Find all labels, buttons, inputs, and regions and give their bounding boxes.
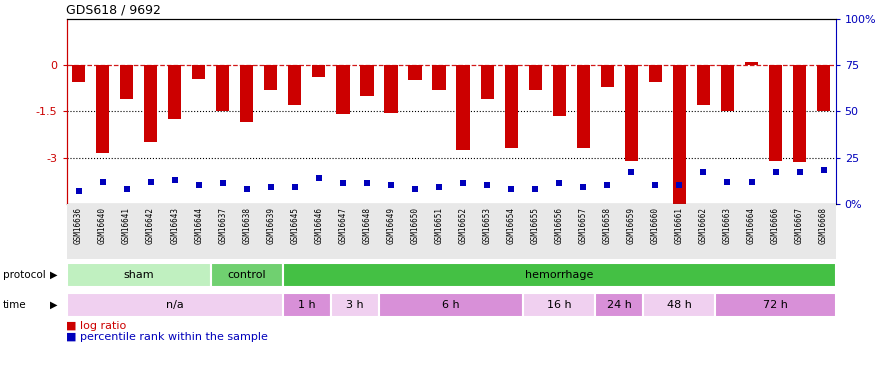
Text: GSM16664: GSM16664 <box>747 207 756 243</box>
Bar <box>625 65 638 160</box>
Text: GSM16663: GSM16663 <box>723 207 732 243</box>
Text: 3 h: 3 h <box>346 300 364 310</box>
Bar <box>336 65 349 114</box>
Text: sham: sham <box>123 270 154 280</box>
Bar <box>432 65 445 90</box>
Text: control: control <box>228 270 266 280</box>
Text: GSM16642: GSM16642 <box>146 207 155 243</box>
Bar <box>793 65 806 162</box>
Text: GSM16662: GSM16662 <box>699 207 708 243</box>
Bar <box>480 65 494 99</box>
Bar <box>817 65 830 111</box>
Bar <box>769 65 782 160</box>
Bar <box>648 65 662 82</box>
Bar <box>168 65 181 119</box>
Text: GSM16660: GSM16660 <box>651 207 660 243</box>
Text: GSM16639: GSM16639 <box>266 207 276 243</box>
Bar <box>288 65 302 105</box>
Text: GSM16667: GSM16667 <box>795 207 804 243</box>
Bar <box>96 65 109 153</box>
Text: GSM16649: GSM16649 <box>387 207 396 243</box>
Bar <box>577 65 590 148</box>
Bar <box>66 263 211 287</box>
Text: 16 h: 16 h <box>547 300 571 310</box>
Text: GSM16640: GSM16640 <box>98 207 107 243</box>
Bar <box>600 65 614 87</box>
Bar <box>384 65 397 113</box>
Text: GSM16661: GSM16661 <box>675 207 684 243</box>
Bar <box>553 65 566 116</box>
Text: 6 h: 6 h <box>442 300 460 310</box>
Text: GSM16650: GSM16650 <box>410 207 419 243</box>
Bar <box>72 65 85 82</box>
Bar <box>66 293 283 317</box>
Text: GSM16641: GSM16641 <box>123 207 131 243</box>
Bar <box>716 293 836 317</box>
Text: GSM16653: GSM16653 <box>483 207 492 243</box>
Text: hemorrhage: hemorrhage <box>525 270 593 280</box>
Text: GSM16657: GSM16657 <box>578 207 588 243</box>
Bar <box>505 65 518 148</box>
Bar <box>283 293 331 317</box>
Text: ▶: ▶ <box>50 300 58 310</box>
Bar <box>745 62 758 65</box>
Bar <box>643 293 716 317</box>
Bar <box>721 65 734 111</box>
Bar <box>331 293 379 317</box>
Text: GSM16651: GSM16651 <box>435 207 444 243</box>
Text: GSM16645: GSM16645 <box>290 207 299 243</box>
Text: GSM16652: GSM16652 <box>458 207 467 243</box>
Text: time: time <box>3 300 26 310</box>
Text: GSM16643: GSM16643 <box>170 207 179 243</box>
Bar <box>192 65 206 79</box>
Text: GSM16637: GSM16637 <box>218 207 228 243</box>
Text: GSM16646: GSM16646 <box>314 207 324 243</box>
Bar <box>283 263 836 287</box>
Text: GSM16636: GSM16636 <box>74 207 83 243</box>
Bar <box>216 65 229 111</box>
Text: GSM16658: GSM16658 <box>603 207 612 243</box>
Bar <box>595 293 643 317</box>
Text: 1 h: 1 h <box>298 300 316 310</box>
Bar <box>144 65 158 142</box>
Text: n/a: n/a <box>165 300 184 310</box>
Text: GSM16659: GSM16659 <box>626 207 636 243</box>
Text: GSM16647: GSM16647 <box>339 207 347 243</box>
Text: ■ log ratio: ■ log ratio <box>66 321 127 331</box>
Bar <box>360 65 374 96</box>
Bar <box>312 65 326 77</box>
Text: protocol: protocol <box>3 270 45 280</box>
Text: GSM16656: GSM16656 <box>555 207 564 243</box>
Bar <box>457 65 470 150</box>
Text: GSM16668: GSM16668 <box>819 207 828 243</box>
Bar <box>120 65 133 99</box>
Text: GSM16644: GSM16644 <box>194 207 203 243</box>
Bar <box>211 263 283 287</box>
Text: GSM16648: GSM16648 <box>362 207 372 243</box>
Text: 48 h: 48 h <box>667 300 692 310</box>
Text: GSM16666: GSM16666 <box>771 207 780 243</box>
Bar <box>673 65 686 204</box>
Bar <box>264 65 277 90</box>
Bar <box>409 65 422 80</box>
Text: GSM16655: GSM16655 <box>530 207 540 243</box>
Text: GDS618 / 9692: GDS618 / 9692 <box>66 4 161 17</box>
Text: GSM16638: GSM16638 <box>242 207 251 243</box>
Bar <box>523 293 595 317</box>
Text: GSM16654: GSM16654 <box>507 207 515 243</box>
Bar <box>240 65 254 122</box>
Text: ▶: ▶ <box>50 270 58 280</box>
Bar <box>528 65 542 90</box>
Text: 72 h: 72 h <box>763 300 788 310</box>
Bar <box>696 65 710 105</box>
Bar <box>379 293 523 317</box>
Text: ■ percentile rank within the sample: ■ percentile rank within the sample <box>66 332 269 342</box>
Text: 24 h: 24 h <box>607 300 632 310</box>
